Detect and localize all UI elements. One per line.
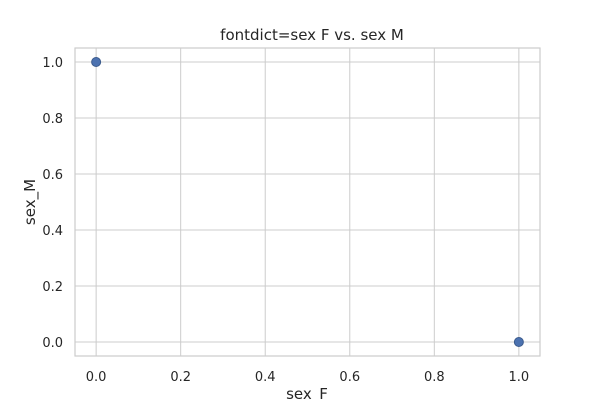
data-point [91,57,102,67]
grid-lines [75,48,540,356]
x-tick-label: 0.2 [170,370,191,385]
x-axis-label: sex_F [286,385,328,400]
y-tick-labels: 0.0 0.2 0.4 0.6 0.8 1.0 [42,56,63,351]
x-tick-label: 0.6 [339,370,360,385]
chart-title: fontdict=sex F vs. sex M [220,26,404,44]
y-tick-label: 0.4 [42,224,63,239]
y-tick-label: 0.0 [42,336,63,351]
data-points [91,57,524,347]
y-tick-label: 0.8 [42,112,63,127]
x-tick-labels: 0.0 0.2 0.4 0.6 0.8 1.0 [86,370,529,385]
y-axis-label: sex_M [21,179,40,225]
x-tick-label: 0.0 [86,370,107,385]
y-tick-label: 0.2 [42,280,63,295]
plot-frame [74,47,541,357]
x-tick-label: 1.0 [509,370,530,385]
data-point [513,337,524,347]
x-tick-label: 0.4 [255,370,276,385]
y-tick-label: 1.0 [42,56,63,71]
y-tick-label: 0.6 [42,168,63,183]
x-tick-label: 0.8 [424,370,445,385]
